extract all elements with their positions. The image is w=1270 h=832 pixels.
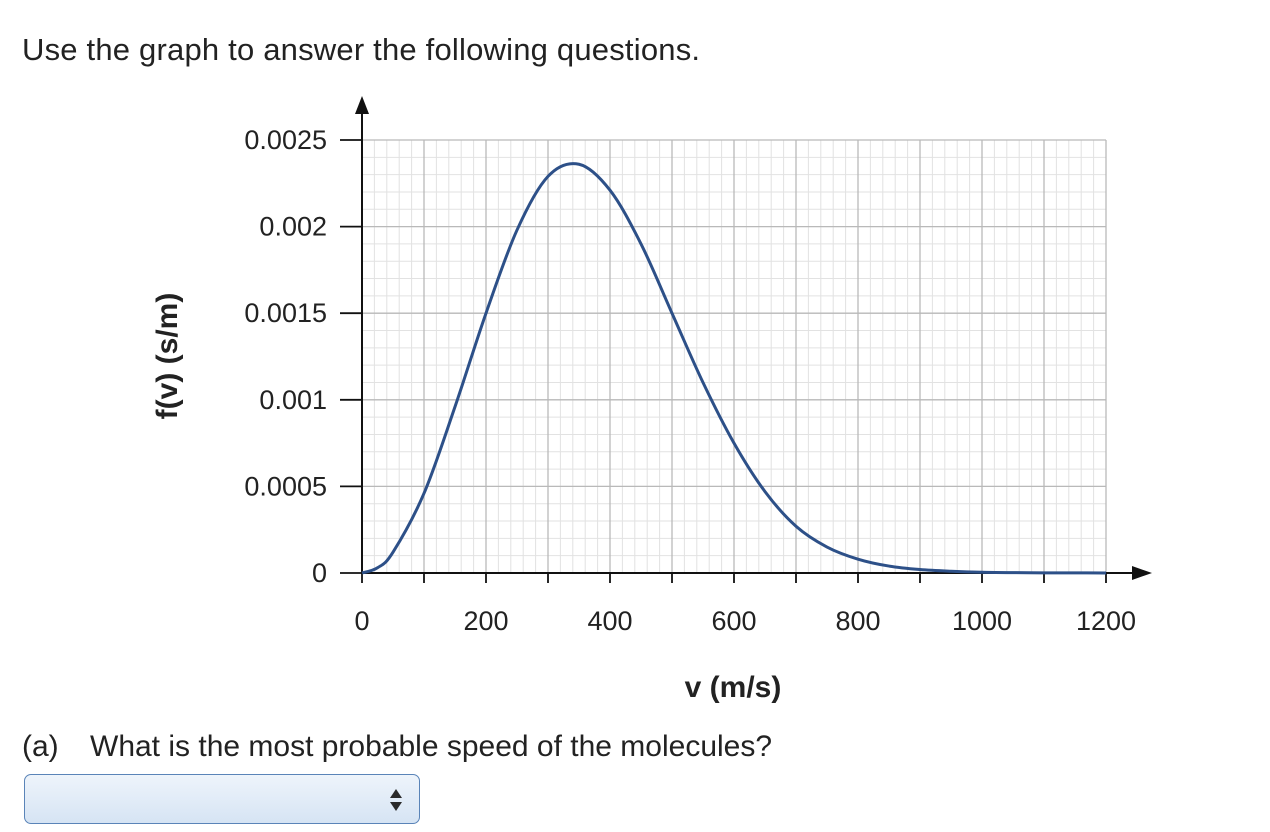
- axes: [355, 96, 1152, 580]
- y-axis-label: f(v) (s/m): [151, 293, 184, 420]
- x-axis-label: v (m/s): [685, 671, 782, 704]
- x-tick-label: 1200: [1076, 606, 1136, 636]
- y-axis-ticks: 0 0.0005 0.001 0.0015 0.002 0.0025: [244, 125, 362, 588]
- question-text: What is the most probable speed of the m…: [90, 730, 773, 763]
- x-tick-label: 200: [463, 606, 508, 636]
- y-tick-label: 0.0005: [244, 471, 327, 501]
- up-down-arrows-icon: [390, 789, 402, 811]
- answer-select[interactable]: [24, 774, 420, 824]
- y-axis-arrow: [355, 96, 369, 114]
- x-axis-ticks: 0 200 400 600 800 1000 1200: [354, 573, 1136, 636]
- y-tick-label: 0: [312, 558, 327, 588]
- speed-distribution-chart: 0 0.0005 0.001 0.0015 0.002 0.0025 0 200 400 600…: [151, 96, 1152, 704]
- y-tick-label: 0.002: [259, 212, 327, 242]
- x-axis-arrow: [1132, 566, 1152, 580]
- y-tick-label: 0.001: [259, 385, 327, 415]
- x-tick-label: 1000: [952, 606, 1012, 636]
- x-tick-label: 400: [587, 606, 632, 636]
- y-tick-label: 0.0025: [244, 125, 327, 155]
- distribution-curve: [361, 162, 1107, 575]
- x-tick-label: 600: [711, 606, 756, 636]
- x-tick-label: 800: [835, 606, 880, 636]
- question-a: (a) What is the most probable speed of th…: [22, 730, 772, 764]
- x-tick-label: 0: [354, 606, 369, 636]
- instructions-text: Use the graph to answer the following qu…: [22, 32, 701, 67]
- question-letter: (a): [22, 730, 59, 763]
- y-tick-label: 0.0015: [244, 298, 327, 328]
